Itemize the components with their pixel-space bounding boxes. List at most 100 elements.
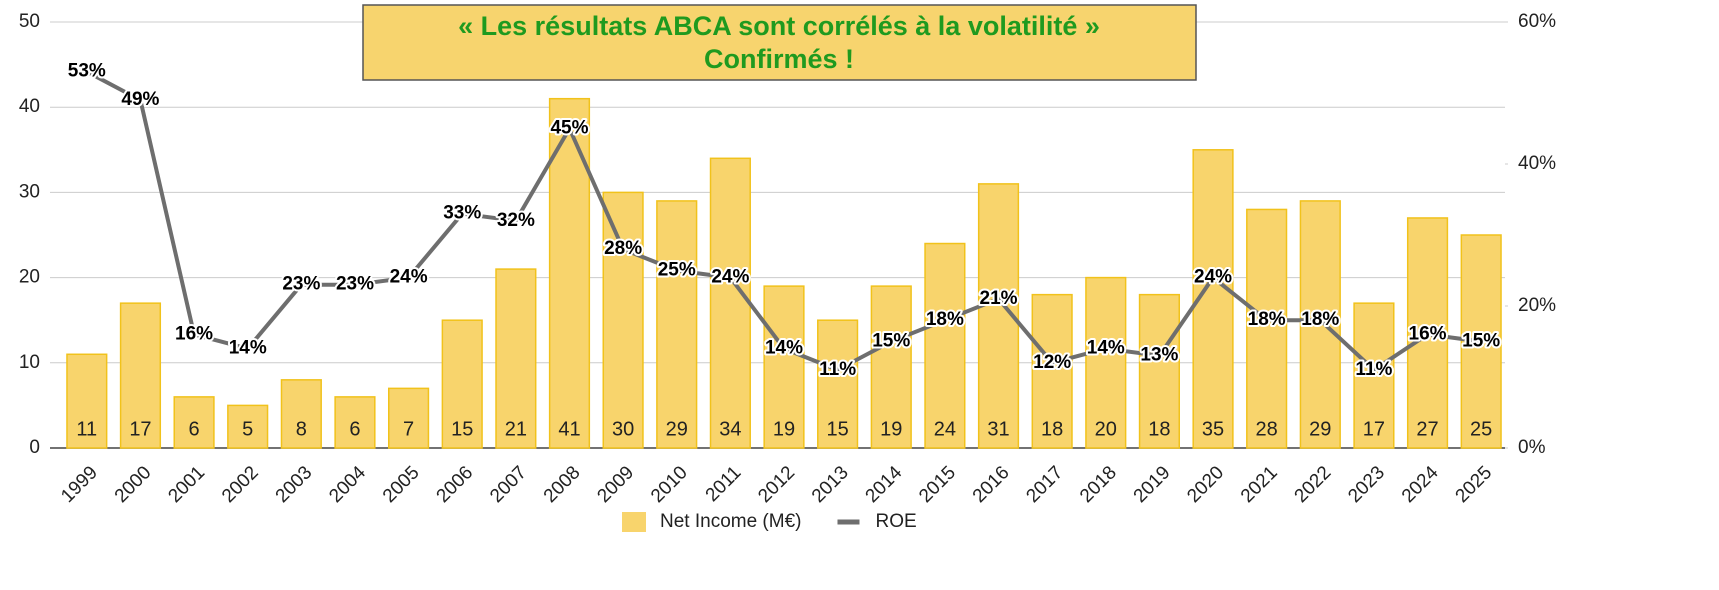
roe-label: 23% <box>336 274 374 295</box>
bar-value-label: 17 <box>129 418 151 440</box>
roe-label: 28% <box>604 238 642 259</box>
legend-swatch <box>622 512 646 532</box>
roe-label: 16% <box>175 323 213 344</box>
bar <box>870 285 912 449</box>
roe-label: 24% <box>390 267 428 288</box>
x-tick-label: 2023 <box>1344 462 1389 507</box>
bar-value-label: 19 <box>880 418 902 440</box>
bar <box>924 242 966 449</box>
bar <box>495 268 537 449</box>
roe-label: 18% <box>1301 309 1339 330</box>
x-tick-label: 2013 <box>808 462 853 507</box>
bar <box>387 387 430 449</box>
y2-tick-label: 20% <box>1518 295 1556 316</box>
roe-label: 15% <box>1462 331 1500 352</box>
bar <box>1299 200 1341 449</box>
y-tick-label: 40 <box>19 96 40 117</box>
bar <box>709 157 751 449</box>
bar <box>1353 302 1395 449</box>
roe-label: 13% <box>1140 345 1178 366</box>
bar <box>763 285 805 449</box>
y2-tick-label: 0% <box>1518 437 1546 458</box>
bar-value-label: 7 <box>403 418 414 440</box>
y-tick-label: 30 <box>19 181 40 202</box>
annotation: « Les résultats ABCA sont corrélés à la … <box>458 11 1100 41</box>
y-tick-label: 50 <box>19 11 40 32</box>
x-tick-label: 2012 <box>754 462 799 507</box>
annotation-box <box>362 4 1197 81</box>
bar <box>1085 276 1127 449</box>
x-tick-label: 2020 <box>1183 462 1228 507</box>
bar-value-label: 17 <box>1363 418 1385 440</box>
bar-value-label: 18 <box>1041 418 1063 440</box>
bar-value-label: 11 <box>76 418 97 440</box>
legend-label: Net Income (M€) <box>660 511 801 532</box>
x-tick-label: 2025 <box>1452 462 1497 507</box>
y2-tick-label: 40% <box>1518 153 1556 174</box>
x-tick-label: 2018 <box>1076 462 1121 507</box>
x-tick-label: 2003 <box>272 462 317 507</box>
bar <box>656 200 698 449</box>
x-tick-label: 2016 <box>969 462 1014 507</box>
bar-value-label: 18 <box>1148 418 1170 440</box>
roe-label: 11% <box>819 359 856 380</box>
roe-label: 21% <box>980 288 1018 309</box>
x-tick-label: 2002 <box>218 462 263 507</box>
x-tick-label: 2005 <box>379 462 424 507</box>
roe-label: 24% <box>1194 267 1232 288</box>
y2-tick-label: 60% <box>1518 11 1556 32</box>
bar-value-label: 29 <box>666 418 688 440</box>
x-tick-label: 2021 <box>1237 462 1282 507</box>
y-tick-label: 10 <box>19 352 40 373</box>
roe-label: 12% <box>1033 352 1071 373</box>
x-tick-label: 2024 <box>1398 462 1443 507</box>
bar-value-label: 29 <box>1309 418 1331 440</box>
bar <box>66 353 108 449</box>
y-tick-label: 20 <box>19 267 40 288</box>
roe-label: 14% <box>1087 338 1125 359</box>
roe-label: 16% <box>1409 323 1447 344</box>
x-tick-label: 2004 <box>325 462 370 507</box>
bar <box>119 302 162 449</box>
bar-value-label: 6 <box>349 418 360 440</box>
labels: 53% 49% 16% 14% 23% 23% 24% 33% 32% 45% 28% 25% 24% 1… <box>66 59 1503 532</box>
bar <box>1138 293 1181 449</box>
bar <box>602 191 644 449</box>
roe-label: 14% <box>229 338 267 359</box>
roe-label: 53% <box>68 61 106 82</box>
bar-value-label: 34 <box>719 418 741 440</box>
annotation: Confirmés ! <box>704 44 854 74</box>
x-tick-label: 2008 <box>540 462 585 507</box>
roe-label: 33% <box>443 203 481 224</box>
roe-label: 24% <box>711 267 749 288</box>
line-layer <box>85 69 1482 372</box>
x-tick-label: 2014 <box>862 462 907 507</box>
bar <box>280 379 322 449</box>
x-tick-label: 2007 <box>486 462 531 507</box>
bar-value-label: 8 <box>296 418 307 440</box>
x-tick-label: 2009 <box>593 462 638 507</box>
bar-value-label: 24 <box>934 418 956 440</box>
roe-label: 23% <box>282 274 320 295</box>
x-tick-label: 1999 <box>57 462 102 507</box>
bar-value-label: 31 <box>987 418 1009 440</box>
bar-value-label: 15 <box>827 418 849 440</box>
roe-label: 32% <box>497 210 535 231</box>
x-tick-label: 2022 <box>1291 462 1336 507</box>
x-tick-label: 2017 <box>1022 462 1067 507</box>
bar-value-label: 25 <box>1470 418 1492 440</box>
bar-value-label: 30 <box>612 418 634 440</box>
x-tick-label: 2000 <box>111 462 156 507</box>
roe-label: 25% <box>658 260 696 281</box>
x-tick-label: 2011 <box>702 462 746 506</box>
roe-label: 45% <box>550 118 588 139</box>
bar-value-label: 21 <box>505 418 527 440</box>
roe-label: 15% <box>872 331 910 352</box>
legend-label: ROE <box>875 511 916 532</box>
x-tick-label: 2001 <box>164 462 209 507</box>
bar-value-label: 41 <box>558 418 580 440</box>
roe-label: 11% <box>1355 359 1392 380</box>
roe-label: 18% <box>926 309 964 330</box>
bar <box>1031 293 1073 449</box>
